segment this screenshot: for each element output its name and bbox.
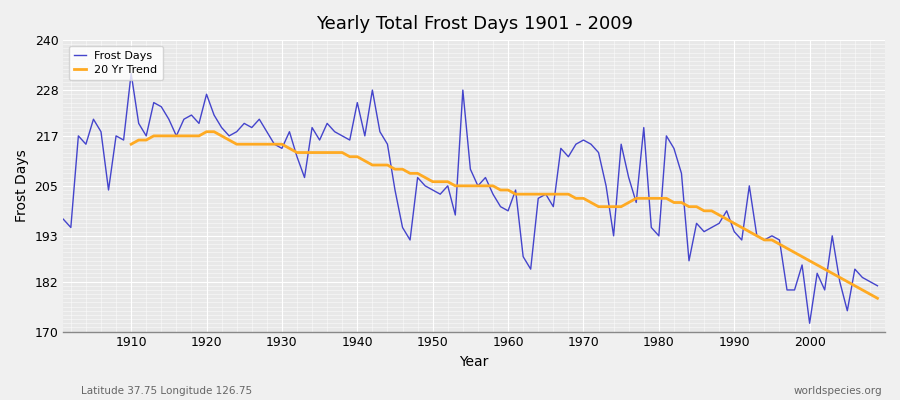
Text: worldspecies.org: worldspecies.org: [794, 386, 882, 396]
20 Yr Trend: [842, 279, 852, 284]
Frost Days: [805, 321, 815, 326]
Line: 20 Yr Trend: 20 Yr Trend: [131, 132, 877, 298]
Frost Days: [600, 184, 611, 188]
Line: Frost Days: Frost Days: [63, 74, 878, 323]
Title: Yearly Total Frost Days 1901 - 2009: Yearly Total Frost Days 1901 - 2009: [316, 15, 633, 33]
Frost Days: [118, 138, 129, 142]
20 Yr Trend: [578, 196, 589, 201]
20 Yr Trend: [819, 267, 830, 272]
Frost Days: [510, 188, 521, 192]
20 Yr Trend: [201, 129, 212, 134]
Frost Days: [292, 154, 302, 159]
20 Yr Trend: [872, 296, 883, 301]
Legend: Frost Days, 20 Yr Trend: Frost Days, 20 Yr Trend: [68, 46, 163, 80]
Text: Latitude 37.75 Longitude 126.75: Latitude 37.75 Longitude 126.75: [81, 386, 252, 396]
Frost Days: [337, 134, 347, 138]
20 Yr Trend: [307, 150, 318, 155]
X-axis label: Year: Year: [460, 355, 489, 369]
Frost Days: [503, 208, 514, 213]
20 Yr Trend: [276, 142, 287, 147]
20 Yr Trend: [126, 142, 137, 147]
Y-axis label: Frost Days: Frost Days: [15, 150, 29, 222]
Frost Days: [126, 71, 137, 76]
Frost Days: [872, 283, 883, 288]
Frost Days: [58, 217, 68, 222]
20 Yr Trend: [518, 192, 528, 196]
